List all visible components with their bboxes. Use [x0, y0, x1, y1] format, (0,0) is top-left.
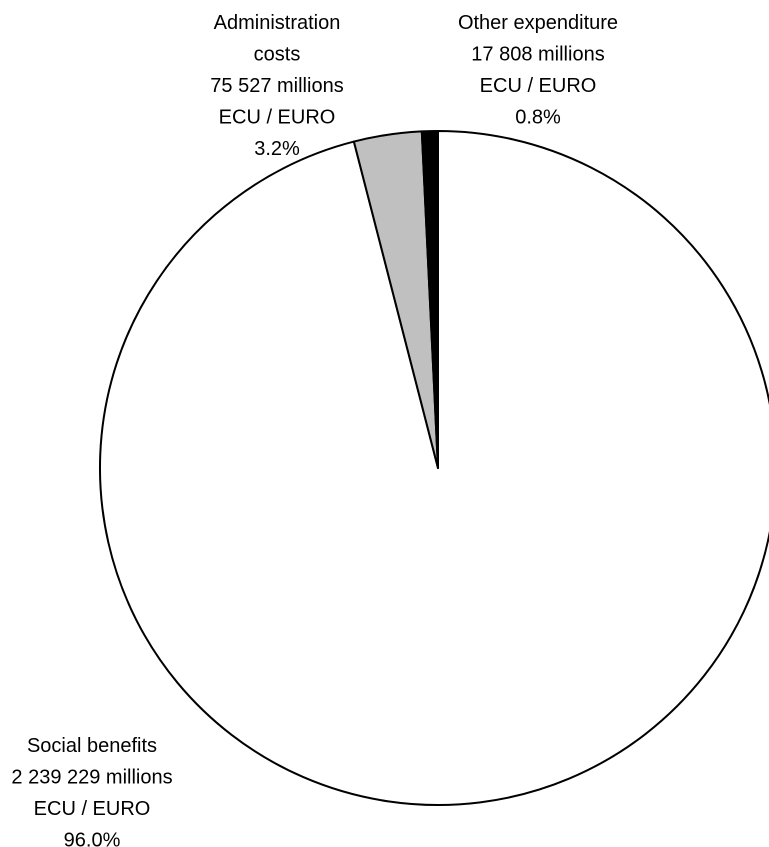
label-value: 17 808 millions	[471, 44, 604, 66]
pie-labels: Social benefits 2 239 229 millions ECU / E…	[11, 12, 618, 847]
label-administration-costs: Administration costs 75 527 millions ECU / …	[210, 12, 343, 160]
label-value: 75 527 millions	[210, 75, 343, 97]
label-unit: ECU / EURO	[480, 75, 597, 97]
label-name: Administration	[214, 12, 341, 34]
label-percent: 0.8%	[515, 107, 561, 129]
label-value: 2 239 229 millions	[11, 767, 172, 789]
label-name: costs	[254, 44, 301, 66]
label-percent: 3.2%	[254, 138, 300, 160]
label-percent: 96.0%	[64, 830, 121, 847]
label-unit: ECU / EURO	[34, 798, 151, 820]
slice-social-benefits	[99, 130, 769, 806]
label-name: Social benefits	[27, 735, 157, 757]
label-unit: ECU / EURO	[219, 107, 336, 129]
label-name: Other expenditure	[458, 12, 618, 34]
label-other-expenditure: Other expenditure 17 808 millions ECU / EU…	[458, 12, 618, 129]
pie-slices	[99, 130, 769, 806]
slice-other-expenditure	[420, 130, 439, 469]
label-social-benefits: Social benefits 2 239 229 millions ECU / E…	[11, 735, 172, 847]
